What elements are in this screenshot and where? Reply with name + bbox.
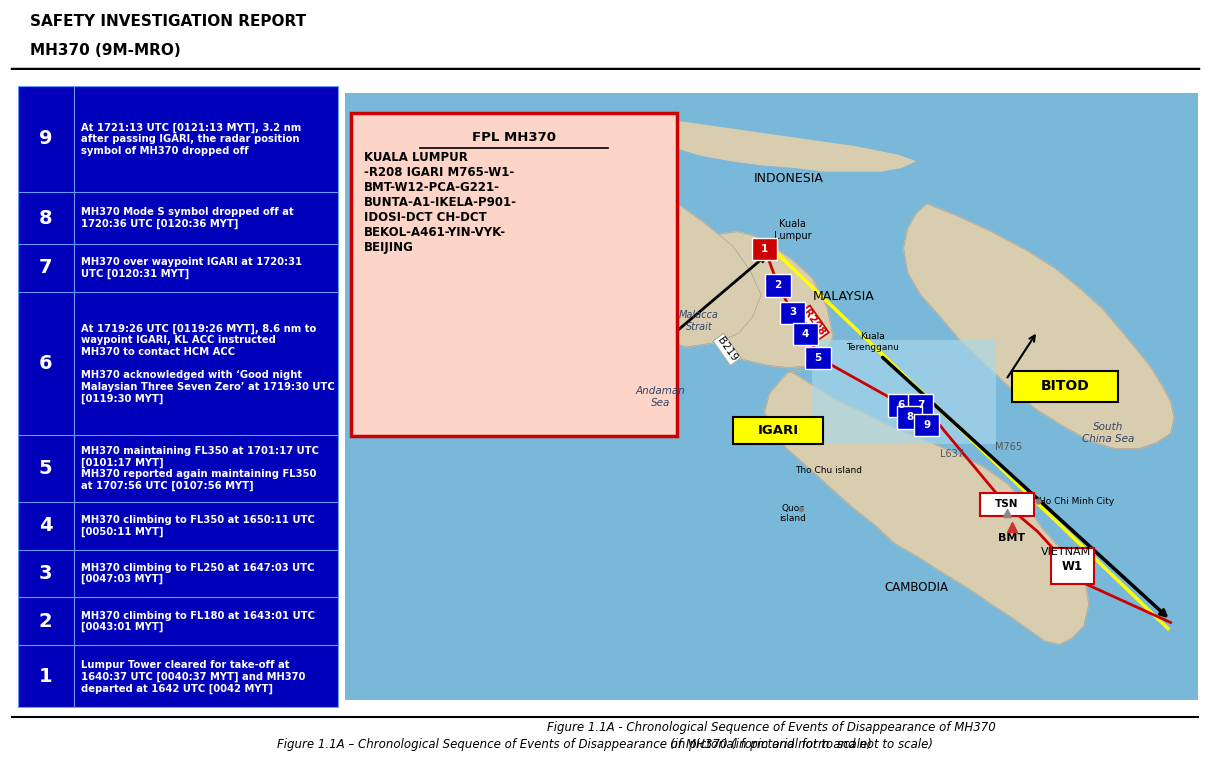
Text: 1: 1 [761, 244, 768, 254]
FancyBboxPatch shape [793, 323, 818, 345]
FancyBboxPatch shape [908, 394, 933, 417]
Text: 2: 2 [39, 612, 52, 631]
Text: R208: R208 [801, 307, 826, 338]
Text: 3: 3 [789, 307, 796, 317]
Text: IGARI: IGARI [757, 424, 799, 437]
Text: MH370 climbing to FL250 at 1647:03 UTC
[0047:03 MYT]: MH370 climbing to FL250 at 1647:03 UTC [… [81, 562, 315, 584]
Text: 3: 3 [39, 564, 52, 583]
Text: 9: 9 [923, 419, 930, 429]
FancyBboxPatch shape [1051, 548, 1094, 584]
Text: Ho Chi Minh City: Ho Chi Minh City [1039, 496, 1114, 506]
Text: FPL MH370: FPL MH370 [472, 131, 555, 144]
FancyBboxPatch shape [914, 414, 939, 436]
Text: MH370 maintaining FL350 at 1701:17 UTC
[0101:17 MYT]
MH370 reported again mainta: MH370 maintaining FL350 at 1701:17 UTC [… [81, 446, 318, 491]
Text: 9: 9 [39, 129, 52, 149]
Polygon shape [765, 370, 1089, 644]
Text: R208: R208 [801, 307, 826, 338]
FancyBboxPatch shape [888, 394, 914, 417]
Text: Kuala
Lumpur: Kuala Lumpur [774, 219, 812, 240]
Text: South
China Sea: South China Sea [1082, 422, 1135, 444]
Text: Figure 1.1A – Chronological Sequence of Events of Disappearance of MH370 (in pic: Figure 1.1A – Chronological Sequence of … [277, 738, 933, 752]
Text: BITOD: BITOD [1041, 380, 1089, 394]
Text: 1: 1 [39, 668, 52, 686]
Text: B219: B219 [715, 335, 739, 363]
FancyBboxPatch shape [897, 406, 922, 429]
Text: VIETNAM: VIETNAM [1041, 546, 1090, 556]
Text: (in pictorial form and not to scale): (in pictorial form and not to scale) [670, 738, 872, 751]
FancyBboxPatch shape [806, 347, 831, 370]
Text: CAMBODIA: CAMBODIA [885, 581, 949, 594]
Text: MH370 climbing to FL180 at 1643:01 UTC
[0043:01 MYT]: MH370 climbing to FL180 at 1643:01 UTC [… [81, 611, 315, 633]
Text: 7: 7 [917, 400, 924, 410]
Text: Figure 1.1A - Chronological Sequence of Events of Disappearance of MH370: Figure 1.1A - Chronological Sequence of … [547, 721, 996, 734]
Text: INDONESIA: INDONESIA [754, 172, 823, 185]
Text: 4: 4 [39, 516, 52, 535]
FancyBboxPatch shape [980, 492, 1035, 516]
Text: Kuala
Terengganu: Kuala Terengganu [846, 332, 899, 352]
Text: At 1721:13 UTC [0121:13 MYT], 3.2 nm
after passing IGARI, the radar position
sym: At 1721:13 UTC [0121:13 MYT], 3.2 nm aft… [81, 122, 301, 156]
Text: MH370 climbing to FL350 at 1650:11 UTC
[0050:11 MYT]: MH370 climbing to FL350 at 1650:11 UTC [… [81, 515, 315, 537]
FancyBboxPatch shape [1012, 371, 1118, 401]
FancyBboxPatch shape [751, 238, 777, 260]
Text: At 1719:26 UTC [0119:26 MYT], 8.6 nm to
waypoint IGARI, KL ACC instructed
MH370 : At 1719:26 UTC [0119:26 MYT], 8.6 nm to … [81, 324, 334, 404]
Text: M765: M765 [995, 442, 1022, 451]
Text: 6: 6 [39, 354, 52, 373]
Text: 6: 6 [898, 400, 905, 410]
FancyBboxPatch shape [733, 418, 824, 444]
Text: MH370 over waypoint IGARI at 1720:31
UTC [0120:31 MYT]: MH370 over waypoint IGARI at 1720:31 UTC… [81, 257, 301, 279]
Polygon shape [904, 204, 1174, 448]
Text: MALAYSIA: MALAYSIA [813, 290, 875, 303]
Text: BMT: BMT [998, 533, 1026, 542]
FancyBboxPatch shape [351, 114, 676, 436]
FancyBboxPatch shape [18, 86, 339, 708]
Text: Andaman
Sea: Andaman Sea [635, 386, 685, 408]
Polygon shape [685, 232, 832, 368]
Text: 5: 5 [39, 459, 52, 478]
Text: MH370 Mode S symbol dropped off at
1720:36 UTC [0120:36 MYT]: MH370 Mode S symbol dropped off at 1720:… [81, 207, 294, 229]
Text: W1: W1 [1062, 559, 1083, 573]
Text: SAFETY INVESTIGATION REPORT: SAFETY INVESTIGATION REPORT [30, 14, 306, 29]
FancyBboxPatch shape [766, 274, 791, 296]
Text: KUALA LUMPUR
-R208 IGARI M765-W1-
BMT-W12-PCA-G221-
BUNTA-A1-IKELA-P901-
IDOSI-D: KUALA LUMPUR -R208 IGARI M765-W1- BMT-W1… [364, 151, 517, 254]
Text: TSN: TSN [995, 499, 1019, 509]
Text: Lumpur Tower cleared for take-off at
1640:37 UTC [0040:37 MYT] and MH370
departe: Lumpur Tower cleared for take-off at 164… [81, 660, 305, 693]
Text: Tho Chu island: Tho Chu island [795, 466, 862, 475]
Text: 8: 8 [906, 412, 914, 422]
Text: 8: 8 [39, 209, 52, 228]
Text: 5: 5 [814, 353, 822, 363]
Text: L637: L637 [940, 450, 964, 460]
Polygon shape [597, 186, 761, 347]
FancyBboxPatch shape [345, 93, 1198, 700]
Text: 4: 4 [802, 328, 809, 338]
Text: 2: 2 [774, 280, 782, 290]
Text: Quoc
island: Quoc island [779, 503, 806, 523]
Text: Malacca
Strait: Malacca Strait [679, 310, 719, 331]
Text: 7: 7 [39, 258, 52, 278]
Text: MH370 (9M-MRO): MH370 (9M-MRO) [30, 44, 182, 58]
Text: B219: B219 [715, 335, 739, 363]
FancyBboxPatch shape [812, 340, 996, 444]
FancyBboxPatch shape [780, 302, 806, 324]
Polygon shape [630, 119, 915, 171]
